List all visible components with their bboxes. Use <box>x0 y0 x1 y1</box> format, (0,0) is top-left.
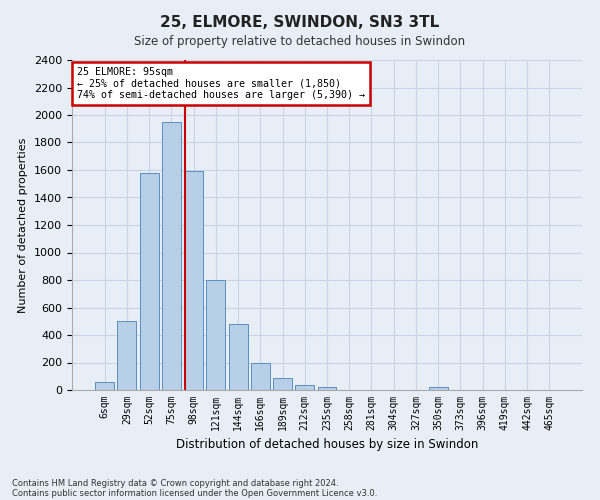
Bar <box>295 385 314 390</box>
Bar <box>273 378 292 390</box>
X-axis label: Distribution of detached houses by size in Swindon: Distribution of detached houses by size … <box>176 438 478 452</box>
Bar <box>118 322 136 390</box>
Bar <box>206 280 225 390</box>
Text: 25, ELMORE, SWINDON, SN3 3TL: 25, ELMORE, SWINDON, SN3 3TL <box>160 15 440 30</box>
Text: Size of property relative to detached houses in Swindon: Size of property relative to detached ho… <box>134 35 466 48</box>
Bar <box>429 387 448 390</box>
Bar <box>162 122 181 390</box>
Text: 25 ELMORE: 95sqm
← 25% of detached houses are smaller (1,850)
74% of semi-detach: 25 ELMORE: 95sqm ← 25% of detached house… <box>77 66 365 100</box>
Bar <box>95 382 114 390</box>
Bar <box>140 173 158 390</box>
Bar <box>251 363 270 390</box>
Bar <box>184 172 203 390</box>
Text: Contains public sector information licensed under the Open Government Licence v3: Contains public sector information licen… <box>12 488 377 498</box>
Bar <box>229 324 248 390</box>
Text: Contains HM Land Registry data © Crown copyright and database right 2024.: Contains HM Land Registry data © Crown c… <box>12 478 338 488</box>
Y-axis label: Number of detached properties: Number of detached properties <box>19 138 28 312</box>
Bar <box>317 386 337 390</box>
